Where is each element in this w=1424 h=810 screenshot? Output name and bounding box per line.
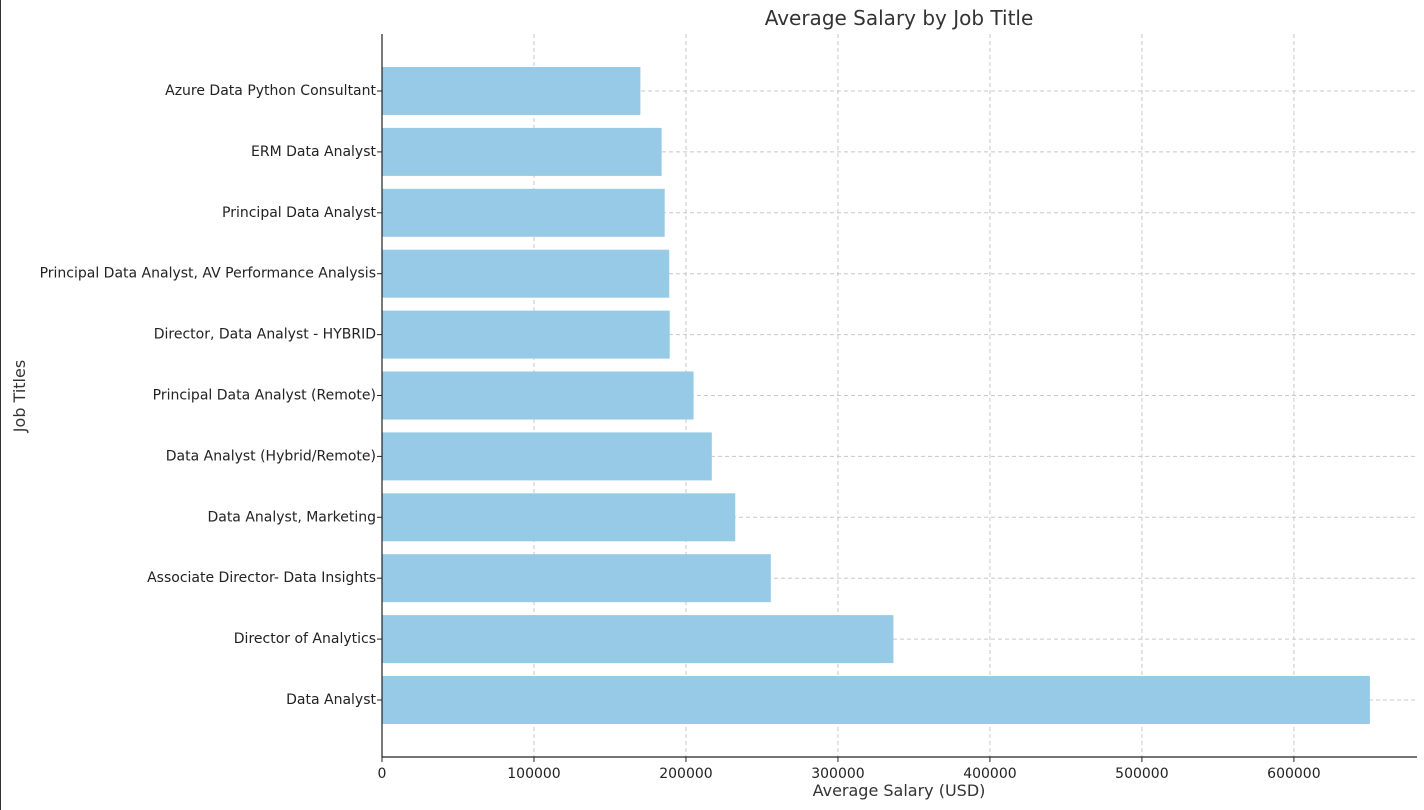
y-tick-label: Data Analyst, Marketing: [207, 509, 376, 525]
bar: [382, 249, 670, 298]
bar: [382, 188, 665, 237]
chart-title: Average Salary by Job Title: [765, 6, 1034, 30]
bar: [382, 493, 736, 542]
y-tick-label: Data Analyst (Hybrid/Remote): [166, 448, 376, 464]
axes: [377, 34, 1417, 762]
bar: [382, 67, 641, 115]
x-tick-label: 300000: [811, 766, 864, 782]
x-tick-label: 200000: [659, 766, 712, 782]
bar: [382, 554, 771, 603]
x-tick-label: 100000: [507, 766, 560, 782]
y-tick-labels: Data Analyst Director of Analytics Associa…: [40, 83, 377, 708]
y-tick-label: ERM Data Analyst: [251, 144, 376, 160]
x-axis-label: Average Salary (USD): [813, 781, 986, 800]
y-tick-label: Azure Data Python Consultant: [165, 83, 376, 99]
bar: [382, 676, 1370, 724]
bar: [382, 310, 670, 359]
bar: [382, 371, 694, 420]
y-tick-label: Associate Director- Data Insights: [147, 570, 376, 586]
x-tick-label: 0: [378, 766, 387, 782]
y-tick-label: Data Analyst: [286, 692, 376, 708]
y-tick-label: Director of Analytics: [234, 631, 376, 647]
bars: [382, 67, 1370, 724]
bar: [382, 615, 894, 664]
y-tick-label: Principal Data Analyst (Remote): [153, 388, 376, 404]
x-tick-labels: 0 100000 200000 300000 400000 500000 600000: [378, 766, 1321, 782]
y-tick-label: Principal Data Analyst, AV Performance A…: [40, 266, 376, 282]
y-tick-label: Principal Data Analyst: [222, 205, 376, 221]
x-tick-label: 400000: [963, 766, 1016, 782]
x-tick-label: 500000: [1115, 766, 1168, 782]
bar: [382, 432, 712, 481]
bar: [382, 127, 662, 176]
y-tick-label: Director, Data Analyst - HYBRID: [154, 327, 376, 343]
x-tick-label: 600000: [1267, 766, 1320, 782]
y-axis-label: Job Titles: [10, 360, 29, 433]
